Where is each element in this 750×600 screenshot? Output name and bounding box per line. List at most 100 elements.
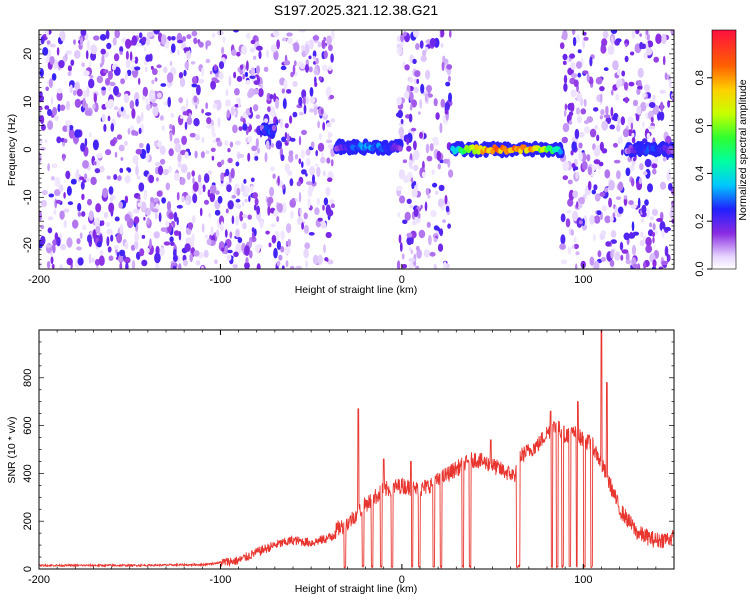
noise-blob bbox=[446, 64, 453, 70]
noise-blob bbox=[248, 195, 251, 203]
noise-blob bbox=[221, 46, 225, 55]
noise-blob bbox=[601, 120, 609, 131]
noise-blob bbox=[211, 155, 215, 161]
noise-blob bbox=[610, 249, 614, 259]
noise-blob bbox=[631, 178, 635, 187]
noise-blob bbox=[177, 162, 182, 168]
noise-blob bbox=[151, 79, 155, 85]
noise-blob bbox=[88, 132, 92, 138]
noise-blob bbox=[404, 211, 411, 221]
noise-blob bbox=[130, 244, 136, 251]
heatmap-marks bbox=[39, 30, 674, 269]
noise-blob bbox=[280, 230, 285, 241]
noise-blob bbox=[253, 80, 260, 85]
noise-blob bbox=[254, 197, 259, 206]
noise-blob bbox=[65, 119, 72, 126]
noise-blob bbox=[328, 199, 335, 204]
noise-blob bbox=[314, 76, 317, 84]
noise-blob bbox=[198, 78, 205, 84]
colorbar-gradient bbox=[711, 29, 737, 270]
noise-blob bbox=[289, 178, 294, 187]
noise-blob bbox=[45, 244, 52, 248]
noise-blob bbox=[239, 211, 244, 222]
noise-blob bbox=[163, 241, 171, 246]
noise-blob bbox=[257, 147, 260, 154]
noise-blob bbox=[569, 53, 576, 59]
noise-blob bbox=[256, 45, 263, 51]
noise-blob bbox=[192, 193, 198, 204]
noise-blob bbox=[230, 106, 235, 116]
noise-blob bbox=[323, 50, 328, 59]
noise-blob bbox=[55, 199, 62, 204]
noise-blob bbox=[191, 233, 195, 243]
noise-blob bbox=[621, 249, 629, 254]
noise-blob bbox=[632, 263, 639, 269]
noise-blob bbox=[593, 184, 598, 191]
noise-blob bbox=[644, 158, 652, 168]
noise-blob bbox=[396, 260, 401, 269]
noise-blob bbox=[198, 41, 204, 48]
noise-blob bbox=[604, 215, 611, 224]
noise-blob bbox=[109, 99, 115, 108]
noise-blob bbox=[616, 124, 621, 132]
noise-blob bbox=[578, 220, 583, 225]
noise-blob bbox=[575, 171, 579, 180]
noise-blob bbox=[645, 30, 649, 35]
noise-blob bbox=[142, 86, 148, 97]
noise-blob bbox=[235, 97, 240, 104]
noise-blob bbox=[242, 214, 248, 218]
noise-blob bbox=[74, 129, 81, 138]
noise-blob bbox=[304, 44, 310, 55]
noise-blob bbox=[47, 120, 54, 130]
noise-blob bbox=[118, 255, 124, 264]
noise-blob bbox=[133, 92, 140, 102]
noise-blob bbox=[670, 92, 674, 100]
noise-blob bbox=[415, 265, 420, 269]
noise-blob bbox=[319, 132, 322, 141]
noise-blob bbox=[281, 37, 287, 42]
noise-blob bbox=[290, 137, 296, 142]
noise-blob bbox=[162, 168, 169, 176]
noise-blob bbox=[236, 51, 241, 57]
noise-blob bbox=[244, 245, 250, 256]
noise-blob bbox=[234, 88, 240, 96]
noise-blob bbox=[250, 47, 256, 53]
noise-blob bbox=[184, 243, 191, 252]
colorbar: 0.0 0.2 0.4 0.6 0.8 Normalized spectral ampl… bbox=[694, 29, 749, 277]
bottom-y-axis-label: SNR (10 * v/v) bbox=[6, 416, 18, 483]
noise-blob bbox=[270, 223, 276, 228]
noise-blob bbox=[647, 183, 653, 193]
noise-blob bbox=[111, 64, 117, 71]
noise-blob bbox=[102, 187, 109, 198]
noise-blob bbox=[70, 178, 77, 185]
noise-blob bbox=[419, 131, 423, 139]
noise-blob bbox=[180, 105, 187, 112]
noise-blob bbox=[141, 234, 146, 239]
noise-blob bbox=[81, 193, 85, 201]
noise-blob bbox=[72, 219, 79, 229]
noise-blob bbox=[145, 97, 149, 107]
noise-blob bbox=[76, 88, 83, 97]
noise-blob bbox=[63, 220, 68, 228]
noise-blob bbox=[303, 248, 309, 259]
noise-blob bbox=[49, 56, 55, 65]
noise-blob bbox=[40, 224, 45, 230]
noise-blob bbox=[323, 244, 326, 254]
noise-blob bbox=[99, 250, 104, 256]
noise-blob bbox=[236, 75, 243, 82]
noise-blob bbox=[284, 246, 291, 255]
noise-blob bbox=[289, 115, 293, 124]
noise-blob bbox=[95, 225, 101, 234]
noise-blob bbox=[101, 113, 106, 123]
noise-blob bbox=[93, 161, 97, 166]
noise-blob bbox=[200, 151, 205, 159]
noise-blob bbox=[116, 134, 123, 140]
noise-blob bbox=[301, 222, 304, 230]
noise-blob bbox=[114, 216, 120, 222]
noise-blob bbox=[322, 204, 325, 211]
noise-blob bbox=[631, 132, 635, 138]
noise-blob bbox=[572, 210, 579, 222]
noise-blob bbox=[637, 67, 644, 78]
noise-blob bbox=[96, 153, 103, 159]
